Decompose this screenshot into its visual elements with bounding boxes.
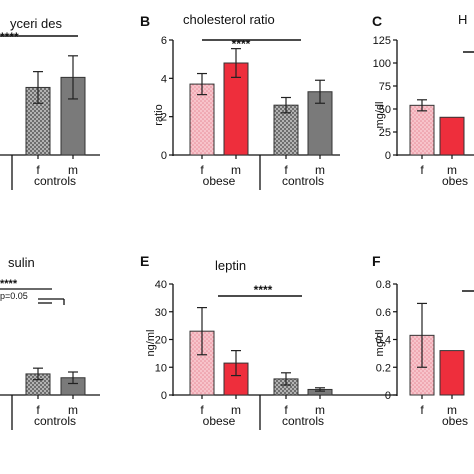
x-tick-label: f [284,403,288,417]
x-tick-label: f [200,403,204,417]
panel-b-ylabel: ratio [153,104,165,125]
panel-f-letter: F [372,253,381,269]
y-tick-label: 25 [379,127,391,139]
x-tick-label: f [420,403,424,417]
panel-e-ylabel: ng/ml [145,330,157,357]
panel-a: yceri des **** [0,16,63,44]
panel-c-ylabel: mg/dl [374,102,386,129]
y-tick-label: 30 [155,307,167,319]
panel-d-significance-1: **** [0,278,18,290]
y-tick-label: 0 [385,150,391,162]
y-tick-label: 20 [155,335,167,347]
group-label: controls [34,414,76,428]
x-tick-label: m [447,403,457,417]
panel-e: E leptin ng/ml **** [140,253,273,356]
panel-a-title: yceri des [10,16,63,31]
x-tick-label: m [231,163,241,177]
y-tick-label: 0.6 [376,307,391,319]
x-tick-label: f [36,403,40,417]
x-tick-label: f [200,163,204,177]
group-label: obes [442,174,468,188]
y-tick-label: 0.2 [376,362,391,374]
y-tick-label: 75 [379,81,391,93]
y-tick-label: 125 [373,35,391,47]
y-tick-label: 4 [161,73,167,85]
panel-c-title: H [458,12,467,27]
panel-a-significance: **** [0,30,19,44]
x-tick-label: m [315,163,325,177]
panel-f-ylabel: mg/dl [374,330,386,357]
panel-b-title: cholesterol ratio [183,12,275,27]
panel-b-letter: B [140,13,150,29]
group-label: controls [282,174,324,188]
y-tick-label: 0 [161,390,167,402]
bar-obese-m [439,350,465,396]
x-tick-label: f [284,163,288,177]
bar-obese-m [439,116,465,156]
group-label: controls [34,174,76,188]
panel-c-letter: C [372,13,382,29]
group-label: controls [282,414,324,428]
bar-controls-f [273,104,299,156]
y-tick-label: 40 [155,279,167,291]
x-tick-label: m [68,403,78,417]
y-tick-label: 2 [161,112,167,124]
panel-d-title: sulin [8,255,35,270]
y-tick-label: 0.4 [376,335,391,347]
panel-c: C H mg/dl [372,12,467,128]
panel-d: sulin **** p=0.05 [0,255,35,301]
y-tick-label: 100 [373,58,391,70]
panel-f: F mg/dl [372,253,386,356]
bar-obese-f [409,104,435,156]
x-tick-label: f [420,163,424,177]
panel-e-letter: E [140,253,149,269]
panel-e-significance: **** [254,283,273,297]
group-label: obese [203,414,236,428]
x-tick-label: f [36,163,40,177]
y-tick-label: 0.8 [376,279,391,291]
y-tick-label: 10 [155,362,167,374]
y-tick-label: 0 [385,390,391,402]
panel-d-significance-2: p=0.05 [0,291,28,301]
bar-obese-m [223,62,249,156]
y-tick-label: 0 [161,150,167,162]
y-tick-label: 6 [161,35,167,47]
y-tick-label: 50 [379,104,391,116]
group-label: obes [442,414,468,428]
x-tick-label: m [231,403,241,417]
x-tick-label: m [315,403,325,417]
group-label: obese [203,174,236,188]
x-tick-label: m [447,163,457,177]
x-tick-label: m [68,163,78,177]
panel-e-title: leptin [215,258,246,273]
